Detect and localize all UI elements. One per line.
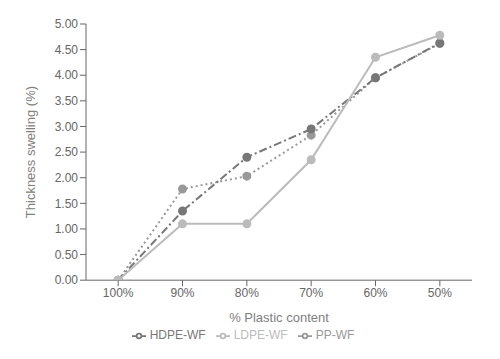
svg-text:0.00: 0.00 [55,273,79,287]
svg-text:2.00: 2.00 [55,171,79,185]
svg-text:90%: 90% [170,286,194,300]
svg-text:80%: 80% [235,286,259,300]
svg-text:70%: 70% [299,286,323,300]
svg-text:% Plastic content: % Plastic content [229,310,329,325]
svg-text:1.00: 1.00 [55,222,79,236]
svg-text:4.00: 4.00 [55,68,79,82]
svg-text:4.50: 4.50 [55,43,79,57]
svg-text:50%: 50% [428,286,452,300]
svg-text:0.50: 0.50 [55,248,79,262]
svg-text:60%: 60% [363,286,387,300]
svg-text:1.50: 1.50 [55,197,79,211]
svg-text:3.50: 3.50 [55,94,79,108]
html-text:LDPE-WF: LDPE-WF [233,328,288,343]
svg-text:Thickness swelling (%): Thickness swelling (%) [23,86,38,218]
svg-text:100%: 100% [103,286,134,300]
html-text:PP-WF: PP-WF [315,328,355,343]
svg-text:2.50: 2.50 [55,145,79,159]
svg-text:3.00: 3.00 [55,120,79,134]
html-text:HDPE-WF: HDPE-WF [149,328,206,343]
svg-text:5.00: 5.00 [55,17,79,31]
